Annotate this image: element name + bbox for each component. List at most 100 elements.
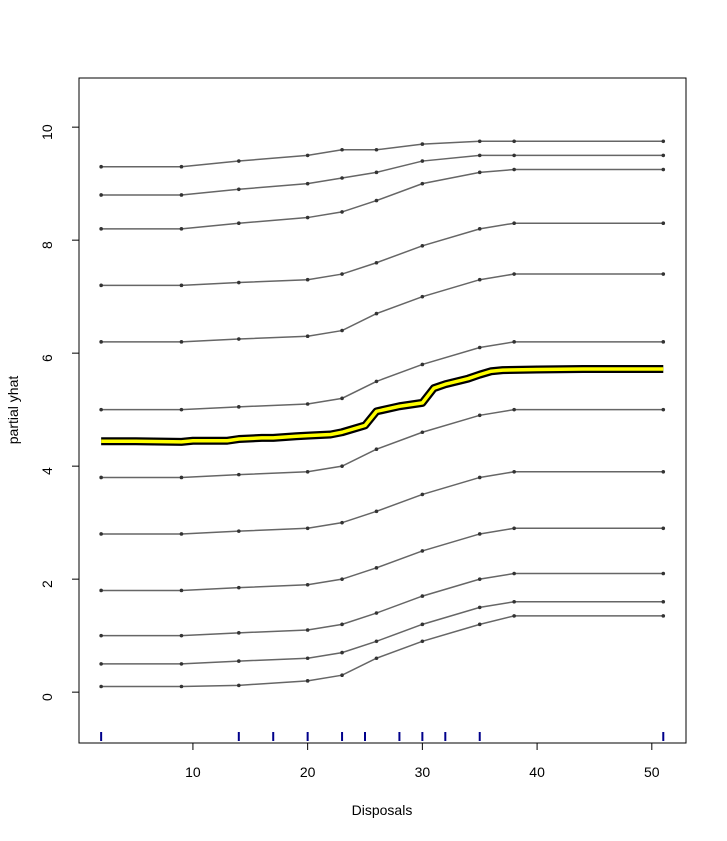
ice-point	[477, 170, 482, 175]
ice-point	[477, 622, 482, 627]
y-tick-label: 4	[39, 467, 55, 475]
ice-point	[179, 164, 184, 169]
ice-point	[420, 622, 425, 627]
ice-point	[661, 526, 666, 531]
ice-point	[99, 340, 103, 344]
ice-point	[477, 413, 482, 418]
ice-point	[340, 520, 344, 525]
ice-point	[420, 142, 425, 146]
ice-point	[179, 407, 184, 412]
ice-point	[661, 571, 666, 576]
ice-point	[477, 345, 482, 350]
ice-point	[374, 170, 379, 175]
ice-point	[661, 153, 666, 158]
ice-point	[477, 532, 482, 536]
ice-point	[512, 614, 516, 618]
ice-point	[99, 193, 103, 197]
ice-point	[237, 683, 241, 688]
ice-point	[305, 334, 310, 339]
ice-point	[179, 662, 184, 666]
ice-point	[512, 526, 516, 531]
ice-curve	[101, 273, 664, 343]
ice-point	[374, 311, 379, 316]
ice-point	[420, 294, 425, 299]
ice-point	[512, 221, 516, 226]
ice-point	[305, 628, 310, 632]
ice-point	[99, 662, 103, 666]
ice-point	[477, 577, 482, 581]
ice-point	[237, 159, 241, 163]
ice-point	[374, 198, 379, 203]
ice-point	[305, 402, 310, 406]
ice-point	[179, 633, 184, 638]
ice-point	[237, 529, 241, 533]
ice-point	[512, 470, 516, 474]
ice-point	[237, 280, 241, 285]
ice-point	[237, 585, 241, 590]
ice-point	[661, 139, 666, 144]
ice-point	[661, 470, 666, 474]
ice-point	[374, 379, 379, 384]
ice-point	[374, 656, 379, 661]
ice-point	[420, 492, 425, 497]
ice-curve	[101, 222, 664, 287]
ice-point	[305, 470, 310, 474]
ice-point	[179, 227, 184, 231]
ice-point	[512, 340, 516, 344]
ice-point	[179, 283, 184, 288]
ice-curve	[101, 408, 664, 479]
ice-point	[420, 594, 425, 598]
ice-curve	[101, 601, 664, 665]
ice-point	[340, 176, 344, 180]
ice-point	[99, 475, 103, 480]
ice-point	[374, 509, 379, 514]
ice-point	[305, 181, 310, 186]
ice-curve	[101, 140, 664, 168]
ice-point	[237, 187, 241, 192]
y-tick-label: 6	[39, 354, 55, 362]
y-axis-label: partial yhat	[5, 376, 21, 445]
ice-point	[420, 244, 425, 248]
ice-point	[340, 577, 344, 581]
ice-point	[237, 337, 241, 341]
ice-point	[420, 549, 425, 553]
ice-point	[477, 277, 482, 282]
ice-point	[340, 328, 344, 333]
ice-point	[420, 430, 425, 435]
ice-point	[179, 475, 184, 480]
ice-point	[340, 147, 344, 152]
ice-point	[374, 147, 379, 152]
ice-point	[237, 405, 241, 409]
ice-point	[512, 407, 516, 412]
ice-point	[374, 260, 379, 265]
ice-point	[661, 407, 666, 412]
ice-point	[99, 532, 103, 536]
ice-point	[305, 656, 310, 661]
ice-point	[374, 639, 379, 644]
x-tick-label: 20	[300, 764, 316, 780]
ice-curve	[101, 341, 664, 411]
ice-point	[512, 167, 516, 172]
ice-point	[237, 472, 241, 477]
x-tick-label: 40	[529, 764, 545, 780]
ice-point	[99, 684, 103, 689]
ice-point	[305, 277, 310, 282]
ice-point	[661, 340, 666, 344]
y-tick-label: 8	[39, 241, 55, 249]
ice-point	[512, 272, 516, 276]
ice-point	[661, 272, 666, 276]
ice-point	[99, 633, 103, 638]
ice-point	[512, 599, 516, 604]
ice-point	[420, 639, 425, 644]
ice-point	[99, 283, 103, 288]
x-axis-label: Disposals	[352, 802, 413, 818]
ice-point	[179, 588, 184, 593]
ice-point	[512, 153, 516, 158]
ice-point	[661, 167, 666, 172]
ice-point	[661, 221, 666, 226]
ice-point	[179, 340, 184, 344]
y-tick-label: 2	[39, 580, 55, 588]
ice-point	[420, 159, 425, 163]
ice-point	[512, 139, 516, 144]
